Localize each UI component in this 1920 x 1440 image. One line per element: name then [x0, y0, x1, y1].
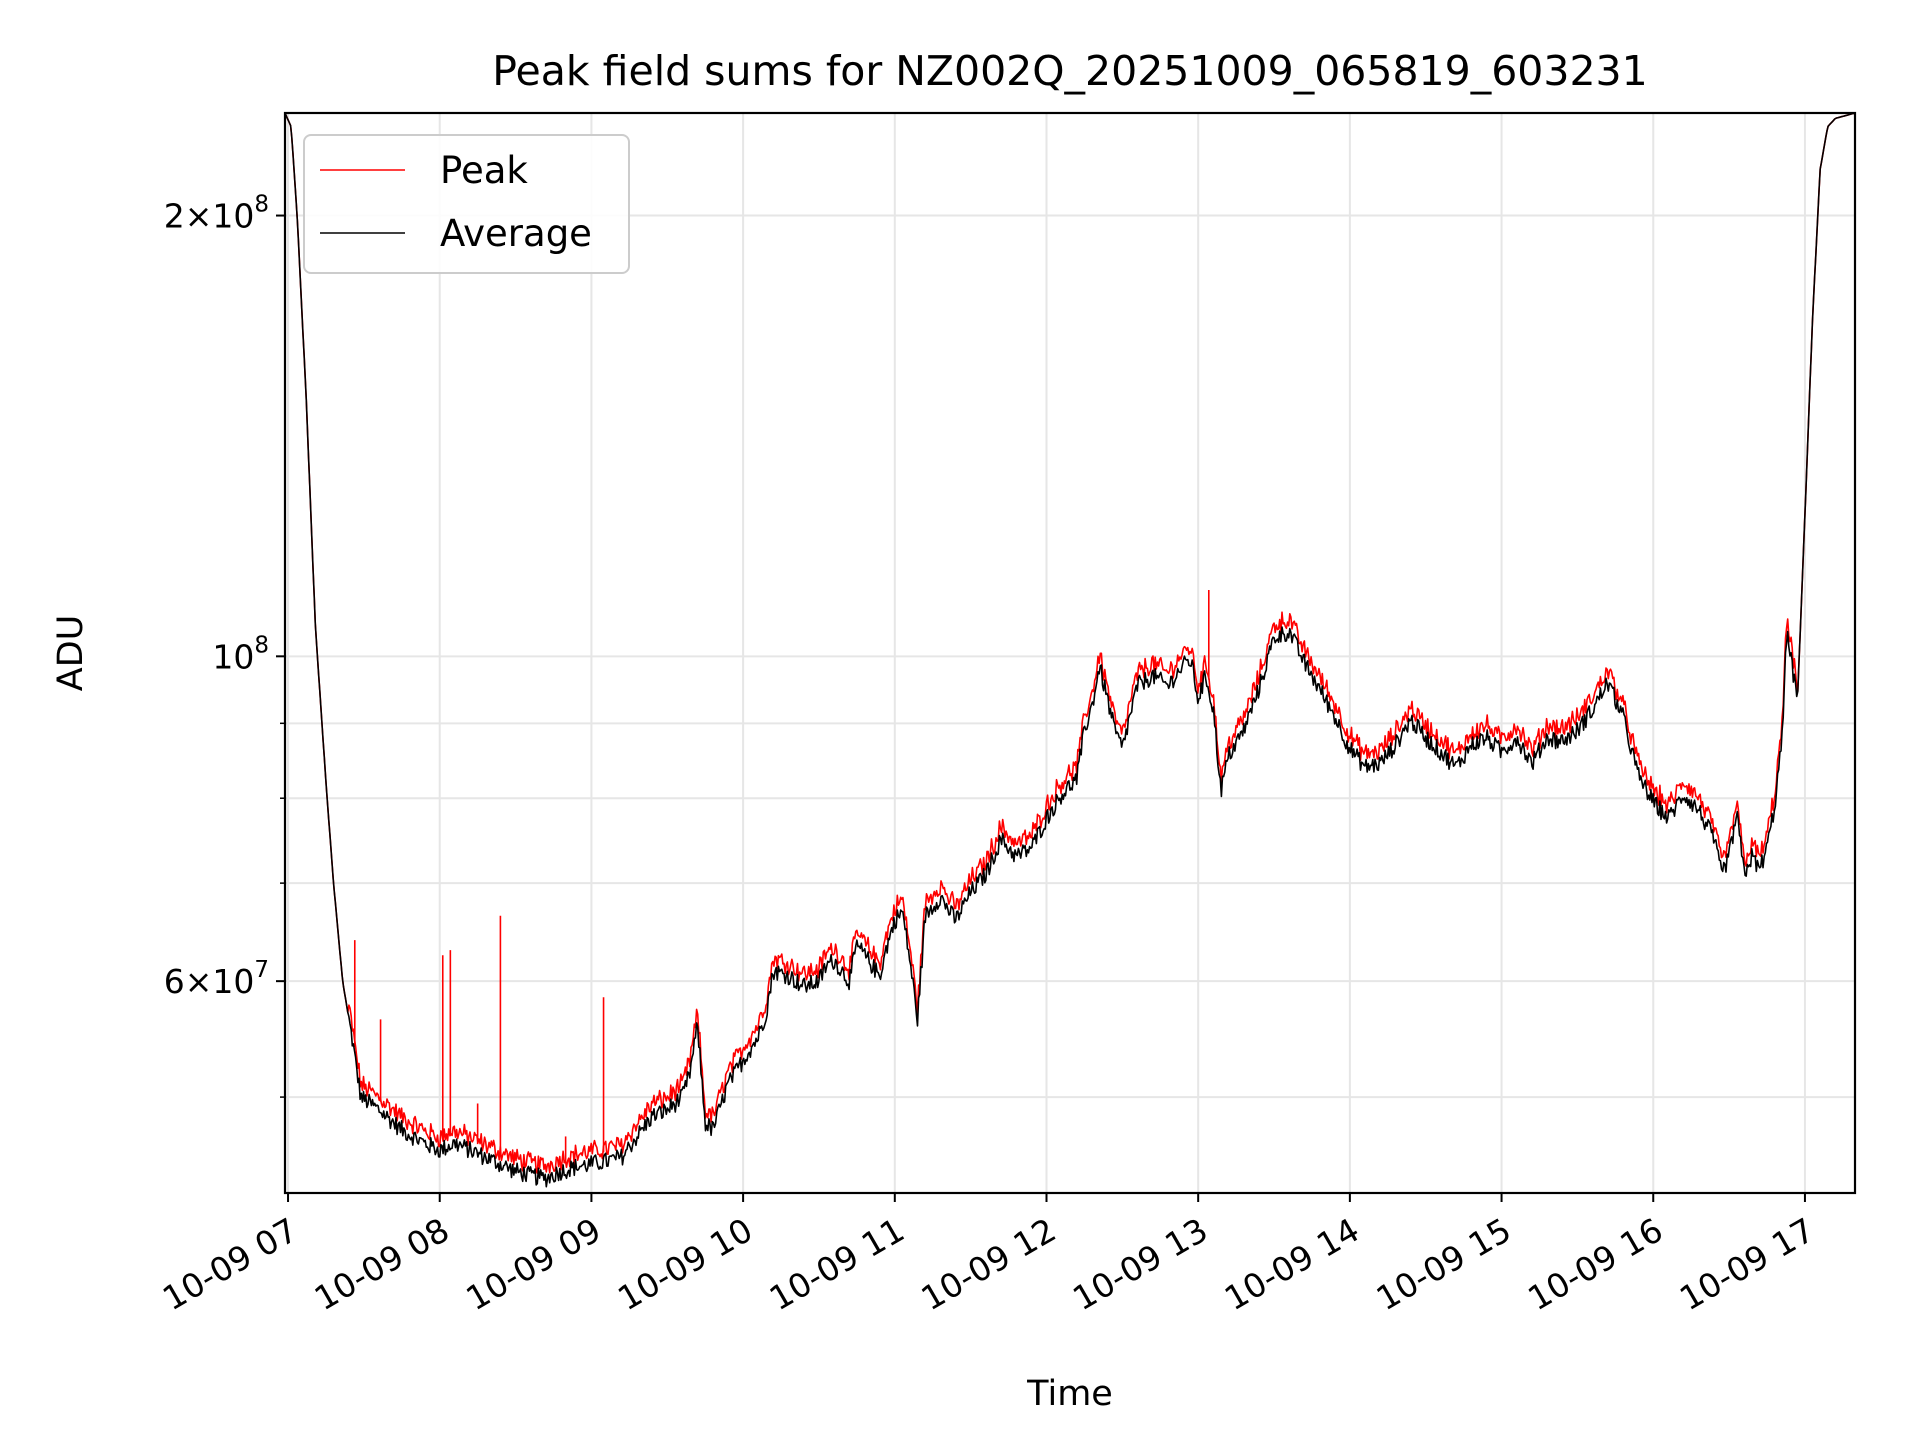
y-tick-exponent: 8	[254, 632, 269, 658]
legend-label-peak: Peak	[440, 149, 528, 192]
y-tick-base: 2	[164, 197, 185, 236]
legend: Peak Average	[303, 134, 630, 274]
y-axis-label: ADU	[51, 615, 91, 692]
y-tick-base: 10	[212, 637, 254, 676]
y-tick-base: 6	[164, 962, 185, 1001]
legend-label-average: Average	[440, 212, 592, 255]
plot-area	[285, 113, 1855, 1188]
y-tick-times: ×10	[185, 197, 255, 236]
y-tick-exponent: 8	[254, 192, 269, 218]
grid	[285, 113, 1855, 1193]
plot-frame	[283, 111, 1857, 1195]
y-tick-times: ×10	[185, 962, 255, 1001]
y-tick-label: 6×107	[164, 957, 269, 1001]
y-tick-label: 108	[212, 632, 269, 676]
average-series-line	[285, 113, 1855, 1188]
y-tick-exponent: 7	[254, 957, 269, 983]
y-tick-label: 2×108	[164, 192, 269, 236]
chart-title: Peak field sums for NZ002Q_20251009_0658…	[492, 47, 1647, 95]
x-axis-label: Time	[1026, 1374, 1113, 1414]
peak-series-line	[285, 113, 1855, 1174]
